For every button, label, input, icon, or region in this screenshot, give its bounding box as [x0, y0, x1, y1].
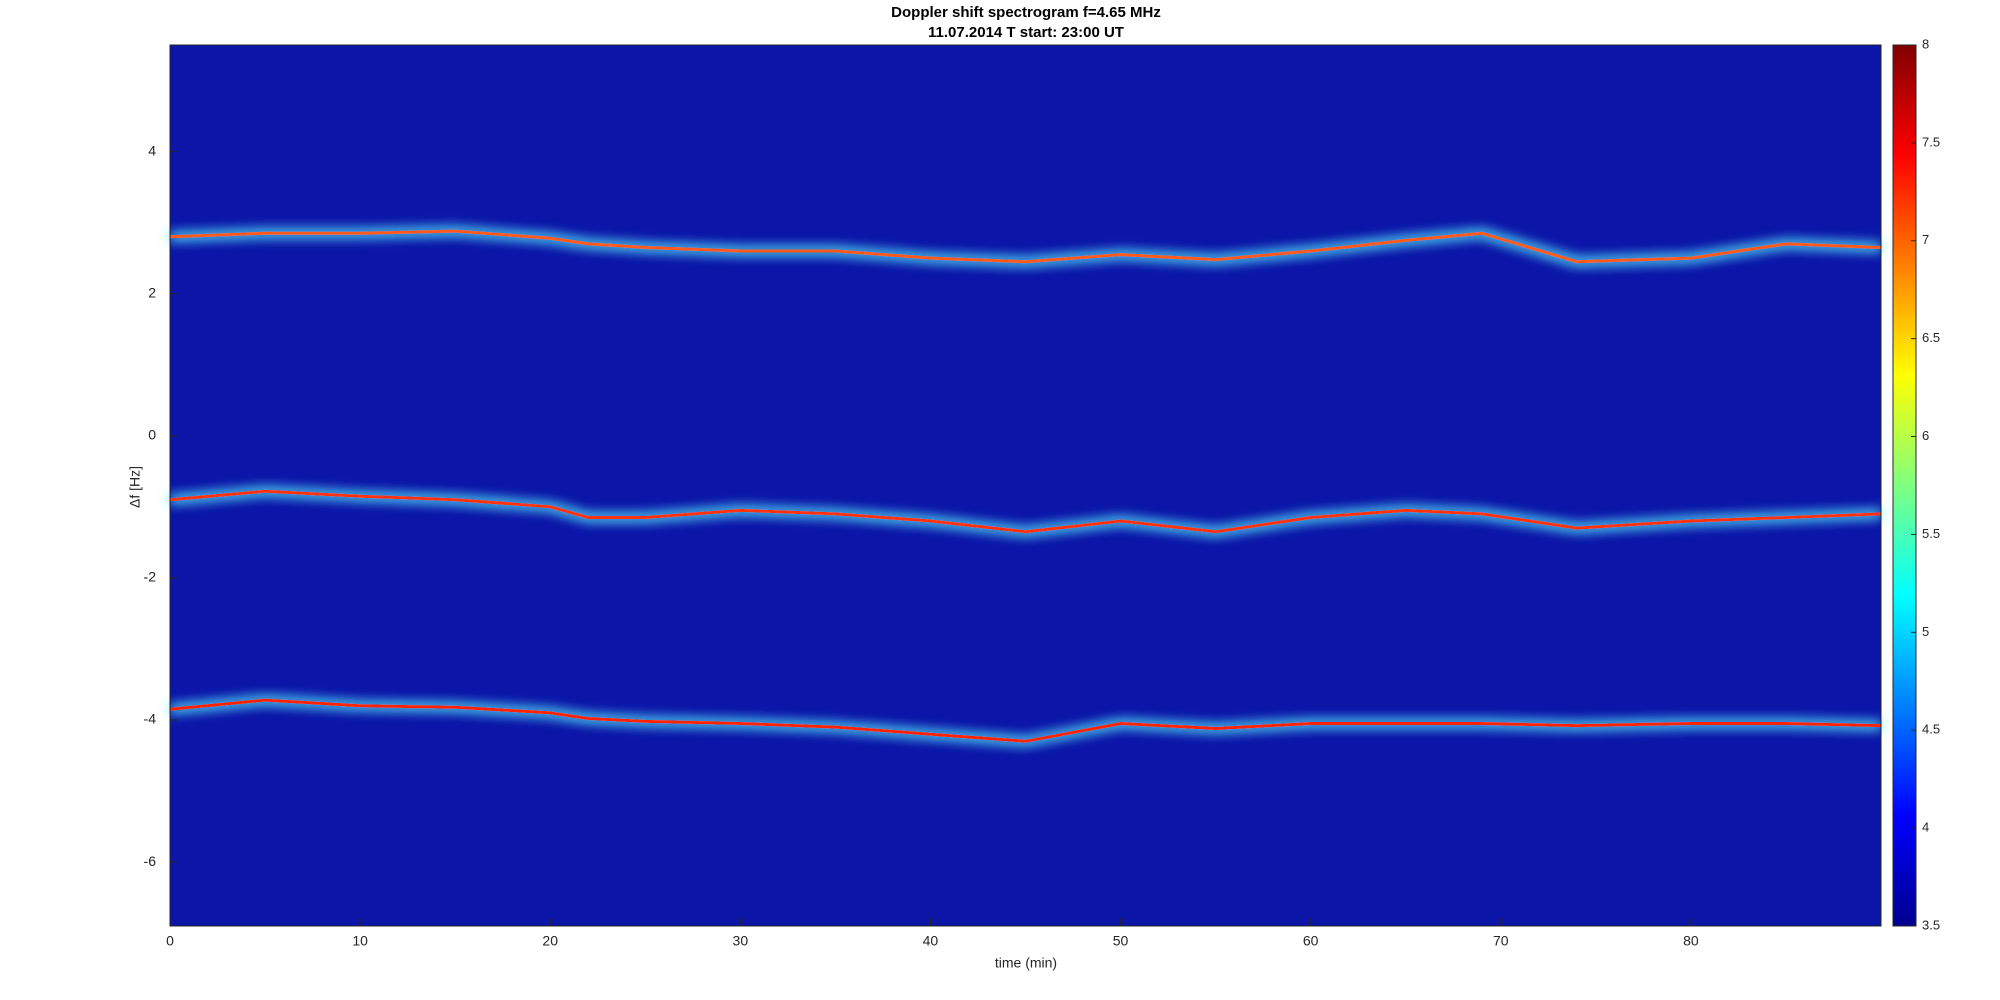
- y-tick-label: -6: [144, 853, 157, 869]
- chart-title: Doppler shift spectrogram f=4.65 MHz: [891, 4, 1161, 21]
- colorbar-tick-label: 8: [1922, 36, 1929, 51]
- colorbar: [1892, 44, 1917, 927]
- x-tick-label: 20: [542, 933, 558, 949]
- x-tick-label: 50: [1113, 933, 1129, 949]
- x-tick-label: 60: [1303, 933, 1319, 949]
- y-tick-label: -4: [144, 711, 157, 727]
- doppler-trace: [169, 229, 1882, 264]
- x-tick-label: 0: [166, 933, 174, 949]
- y-axis-label: Δf [Hz]: [127, 466, 143, 508]
- y-tick-label: -2: [144, 569, 157, 585]
- chart-subtitle: 11.07.2014 T start: 23:00 UT: [928, 24, 1124, 41]
- x-axis-label: time (min): [995, 955, 1057, 971]
- plot-background: [170, 45, 1881, 926]
- x-tick-label: 80: [1683, 933, 1699, 949]
- y-tick-label: 4: [148, 142, 156, 158]
- x-tick-label: 40: [923, 933, 939, 949]
- doppler-trace: [169, 489, 1882, 534]
- colorbar-tick-label: 4: [1922, 820, 1929, 835]
- x-tick-label: 10: [352, 933, 368, 949]
- plot-frame: [169, 44, 1882, 927]
- y-tick-label: 0: [148, 426, 156, 442]
- x-tick-label: 70: [1493, 933, 1509, 949]
- colorbar-tick-label: 3.5: [1922, 917, 1940, 932]
- x-tick-label: 30: [733, 933, 749, 949]
- colorbar-tick-label: 5.5: [1922, 526, 1940, 541]
- colorbar-tick-label: 4.5: [1922, 722, 1940, 737]
- colorbar-tick-label: 7: [1922, 232, 1929, 247]
- colorbar-tick-label: 6: [1922, 428, 1929, 443]
- doppler-trace: [169, 698, 1882, 743]
- colorbar-tick-label: 6.5: [1922, 330, 1940, 345]
- colorbar-tick-label: 7.5: [1922, 134, 1940, 149]
- y-tick-label: 2: [148, 284, 156, 300]
- colorbar-tick-label: 5: [1922, 624, 1929, 639]
